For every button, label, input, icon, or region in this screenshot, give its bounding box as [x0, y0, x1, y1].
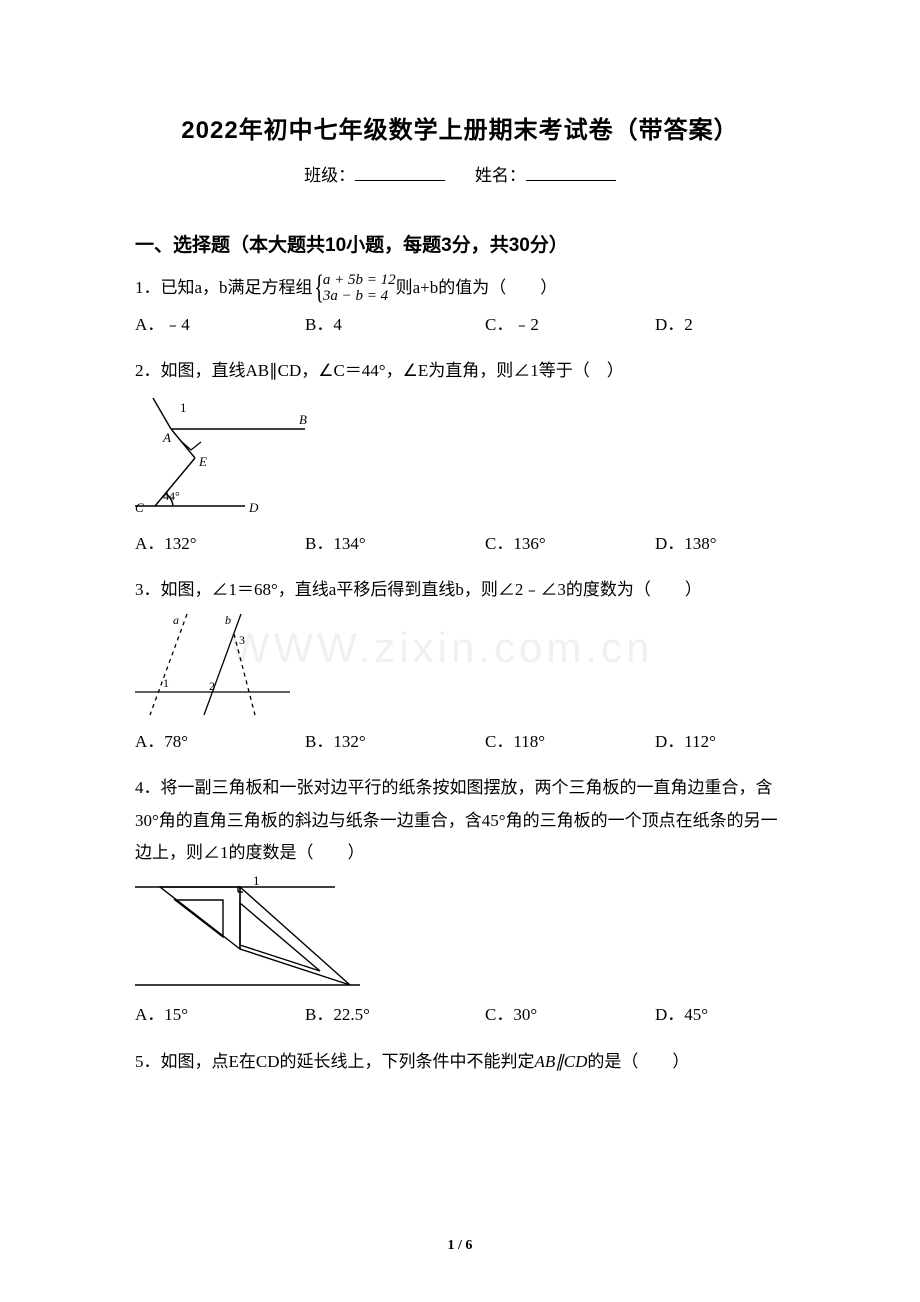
q3-options: A．78° B．132° C．118° D．112° — [135, 726, 785, 758]
q2-opt-d: D．138° — [655, 528, 717, 560]
q1-opt-b: B．4 — [305, 309, 485, 341]
question-3: 3．如图，∠1＝68°，直线a平移后得到直线b，则∠2﹣∠3的度数为（ ） a … — [135, 574, 785, 759]
section-1-header: 一、选择题（本大题共10小题，每题3分，共30分） — [135, 230, 785, 257]
question-4: 4．将一副三角板和一张对边平行的纸条按如图摆放，两个三角板的一直角边重合，含30… — [135, 772, 785, 1031]
question-5: 5．如图，点E在CD的延长线上，下列条件中不能判定AB∥CD的是（ ） — [135, 1046, 785, 1078]
q1-eq2: 3a − b = 4 — [323, 288, 396, 305]
page-title: 2022年初中七年级数学上册期末考试卷（带答案） — [135, 110, 785, 145]
q4-opt-b: B．22.5° — [305, 999, 485, 1031]
q4-options: A．15° B．22.5° C．30° D．45° — [135, 999, 785, 1031]
q2-options: A．132° B．134° C．136° D．138° — [135, 528, 785, 560]
svg-text:E: E — [198, 454, 207, 469]
q2-opt-b: B．134° — [305, 528, 485, 560]
q3-opt-a: A．78° — [135, 726, 305, 758]
brace-icon: { — [314, 271, 324, 305]
q1-options: A．﹣4 B．4 C．﹣2 D．2 — [135, 309, 785, 341]
q2-opt-c: C．136° — [485, 528, 655, 560]
q5-stem-b: 的是（ ） — [587, 1052, 689, 1071]
q5-stem-italic: AB∥CD — [535, 1052, 588, 1071]
question-2: 2．如图，直线AB∥CD，∠C＝44°，∠E为直角，则∠1等于（ ） 1 A B… — [135, 355, 785, 560]
svg-text:C: C — [135, 500, 144, 515]
q4-figure: 1 — [135, 875, 785, 995]
q3-figure: a b 1 2 3 — [135, 612, 785, 722]
q2-stem: 2．如图，直线AB∥CD，∠C＝44°，∠E为直角，则∠1等于（ ） — [135, 355, 785, 387]
svg-text:D: D — [248, 500, 259, 515]
svg-text:b: b — [225, 613, 231, 627]
q2-opt-a: A．132° — [135, 528, 305, 560]
q3-opt-b: B．132° — [305, 726, 485, 758]
q1-opt-c: C．﹣2 — [485, 309, 655, 341]
class-blank — [355, 180, 445, 181]
q4-opt-c: C．30° — [485, 999, 655, 1031]
svg-text:3: 3 — [239, 633, 245, 647]
q3-stem: 3．如图，∠1＝68°，直线a平移后得到直线b，则∠2﹣∠3的度数为（ ） — [135, 574, 785, 606]
svg-text:44°: 44° — [163, 489, 180, 503]
q5-stem-a: 5．如图，点E在CD的延长线上，下列条件中不能判定 — [135, 1052, 535, 1071]
q1-equations: a + 5b = 12 3a − b = 4 — [323, 272, 396, 305]
question-1: 1．已知a，b满足方程组 { a + 5b = 12 3a − b = 4 则a… — [135, 271, 785, 341]
q2-figure: 1 A B E C D 44° — [135, 394, 785, 524]
q4-opt-a: A．15° — [135, 999, 305, 1031]
q4-stem: 4．将一副三角板和一张对边平行的纸条按如图摆放，两个三角板的一直角边重合，含30… — [135, 772, 785, 869]
svg-text:B: B — [299, 412, 307, 427]
svg-text:2: 2 — [209, 679, 215, 693]
q1-eq1: a + 5b = 12 — [323, 272, 396, 289]
svg-text:a: a — [173, 613, 179, 627]
subtitle-row: 班级： 姓名： — [135, 161, 785, 186]
q1-stem-a: 1．已知a，b满足方程组 — [135, 272, 313, 304]
name-blank — [526, 180, 616, 181]
q1-opt-d: D．2 — [655, 309, 693, 341]
svg-text:1: 1 — [253, 875, 260, 888]
class-label: 班级： — [304, 166, 355, 185]
q3-opt-d: D．112° — [655, 726, 716, 758]
name-label: 姓名： — [475, 166, 526, 185]
svg-text:1: 1 — [163, 676, 169, 690]
q1-stem-b: 则a+b的值为（ ） — [396, 272, 558, 304]
svg-text:1: 1 — [180, 400, 187, 415]
svg-text:A: A — [162, 430, 171, 445]
page-number: 1 / 6 — [0, 1238, 920, 1254]
q1-opt-a: A．﹣4 — [135, 309, 305, 341]
q3-opt-c: C．118° — [485, 726, 655, 758]
q4-opt-d: D．45° — [655, 999, 708, 1031]
